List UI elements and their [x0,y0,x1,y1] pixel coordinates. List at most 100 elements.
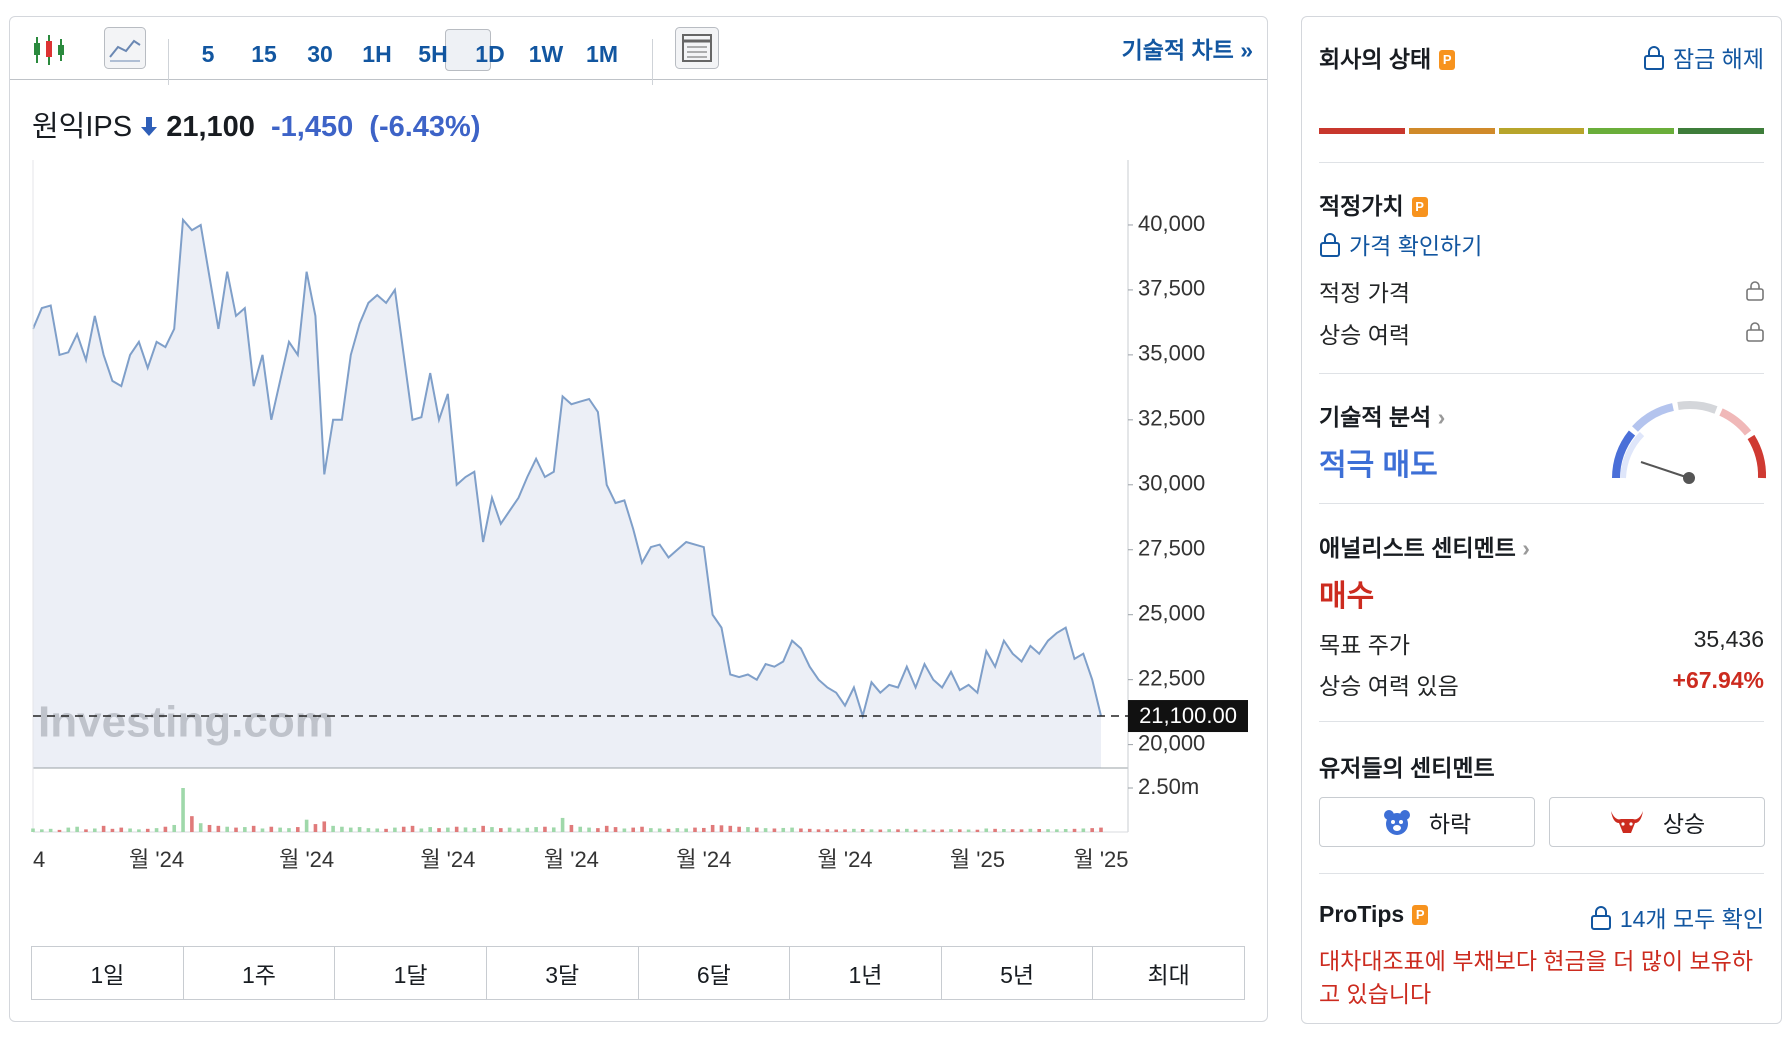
unlock[interactable]: 잠금 해제 [1643,40,1764,74]
volume-bar [737,826,741,832]
volume-bar [172,824,177,832]
volume-bar [1046,829,1050,832]
volume-bar [763,828,768,832]
text: 애널리스트 센티멘트 [1319,535,1516,561]
interval[interactable]: 1M [586,41,618,67]
text: ProTips [1319,901,1405,927]
volume-bar [304,819,309,832]
divider [1319,721,1764,722]
volume-bar [1081,828,1086,832]
volume-bar [393,827,397,832]
volume-bar [101,825,106,832]
volume-bar [419,828,424,832]
interval[interactable]: 15 [251,41,277,67]
volume-bar [560,817,565,832]
volume-bar [728,825,733,832]
range-button[interactable]: 1주 [184,947,336,999]
divider [1319,873,1764,874]
range-button[interactable]: 최대 [1147,962,1190,988]
interval[interactable]: 1D [475,41,505,67]
volume-bar [234,827,238,832]
volume-bar [852,828,856,832]
volume-bar [31,828,35,832]
check-price[interactable]: 가격 확인하기 [1319,227,1482,261]
y-tick-label: 22,500 [1138,665,1205,690]
range-button[interactable]: 1년 [790,947,942,999]
lock-icon [1590,906,1611,930]
volume-bar [746,827,750,832]
see-all[interactable]: 14개 모두 확인 [1590,900,1764,934]
volume-bar [287,828,291,832]
text: 14개 모두 확인 [1619,906,1764,932]
volume-bar [269,826,274,832]
last-price-box [1128,700,1248,733]
lock-icon [1746,322,1764,342]
volume-bar [975,829,980,832]
gauge [1612,401,1767,484]
volume-bar [48,828,53,832]
volume-bar [843,829,847,832]
bear-button[interactable]: 하락 [1319,797,1535,847]
range-button[interactable]: 1일 [32,947,184,999]
divider [1319,503,1764,504]
volume-bar [40,829,44,832]
active-interval [445,29,491,71]
volume-bar [949,829,953,832]
volume-bar [754,827,759,832]
volume-bar [260,828,265,832]
volume-bar [631,827,635,832]
interval[interactable]: 5H [418,41,448,67]
volume-bar [719,825,724,832]
technical-chart-link[interactable]: 기술적 차트 » [1121,37,1253,63]
range-button[interactable]: 1달 [335,947,487,999]
volume-bar [401,826,406,832]
volume-bar [834,829,839,832]
analyst-signal: 매수 [1319,580,1375,613]
volume-bar [428,827,432,832]
interval[interactable]: 1H [362,41,392,67]
x-tick-label: 월 '24 [420,847,475,872]
symbol-name: 원익IPS [32,111,133,143]
bull-button[interactable]: 상승 [1549,797,1765,847]
volume-bar [604,825,609,832]
volume-bar [154,828,159,832]
volume-bar [922,829,927,832]
text: 기술적 분석 [1319,404,1432,430]
x-tick-label: 월 '25 [1073,847,1128,872]
volume-bar [1072,828,1077,832]
volume-bar [463,827,468,832]
volume-bar [860,829,865,832]
interval[interactable]: 5 [201,41,215,67]
technical-title[interactable]: 기술적 분석 › [1319,404,1446,430]
table-icon[interactable] [675,27,719,69]
volume-bar [896,829,900,832]
volume-bar [569,824,574,832]
candle-icon[interactable] [32,33,68,67]
volume-bar [957,829,962,832]
volume-bar [499,828,503,832]
line-icon[interactable] [104,27,146,69]
analyst-title[interactable]: 애널리스트 센티멘트 › [1319,535,1530,561]
separator [168,39,169,85]
volume-bar [437,828,441,832]
volume-bar [666,828,671,832]
interval[interactable]: 30 [307,41,333,67]
change-pct: (-6.43%) [369,111,481,143]
volume-bar [790,827,794,832]
volume-bar [1019,829,1024,832]
analyst-row-value: +67.94% [1672,667,1764,693]
volume-bar [207,824,212,832]
users-title: 유저들의 센티멘트 [1319,755,1495,781]
volume-bar [825,829,830,832]
chart-panel: 5 15 30 1H 5H 1D 1W 1M 기술적 차트 » 원익IPS 21… [9,16,1268,1022]
x-tick-label: 월 '25 [950,847,1005,872]
range-button[interactable]: 5년 [942,947,1094,999]
down-arrow [141,117,158,136]
interval[interactable]: 1W [528,41,564,67]
range-button[interactable]: 6달 [639,947,791,999]
volume-bar [145,828,150,832]
range-button[interactable]: 3달 [487,947,639,999]
volume-bar [128,828,132,832]
fair-value-row: 상승 여력 [1319,322,1411,348]
change: -1,450 [271,111,354,143]
